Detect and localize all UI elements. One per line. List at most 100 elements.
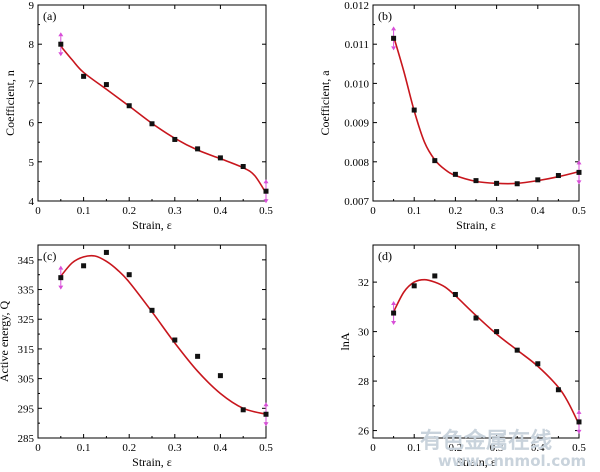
y-tick-label: 345 bbox=[18, 255, 35, 267]
data-point bbox=[576, 419, 582, 425]
data-point bbox=[195, 353, 201, 359]
x-axis-label: Strain, ε bbox=[456, 455, 496, 469]
x-tick-label: 0.2 bbox=[449, 442, 463, 454]
x-tick-label: 0.1 bbox=[407, 442, 421, 454]
data-point bbox=[576, 169, 582, 175]
y-tick-label: 305 bbox=[18, 374, 35, 386]
fit-curve bbox=[60, 254, 267, 416]
data-point bbox=[263, 411, 269, 417]
x-tick-label: 0.3 bbox=[490, 442, 504, 454]
data-point bbox=[126, 103, 132, 109]
data-point bbox=[263, 188, 269, 194]
x-axis-label: Strain, ε bbox=[456, 218, 496, 232]
x-tick-label: 0.4 bbox=[214, 205, 228, 217]
y-axis-label: lnA bbox=[338, 332, 352, 350]
fit-curve bbox=[392, 278, 580, 425]
panel-a: 0 0.1 0.2 0.3 0.4 0.5 4 5 6 7 8 9 Strain, ε Coefficie… bbox=[3, 0, 273, 232]
x-tick-label: 0 bbox=[370, 205, 376, 217]
panel-c: 0 0.1 0.2 0.3 0.4 0.5 285 295 305 315 325 335 345 Str… bbox=[0, 244, 273, 469]
plot-frame bbox=[37, 4, 267, 202]
panel-b: 0 0.1 0.2 0.3 0.4 0.5 0.007 0.008 0.009 0.010 0.01… bbox=[318, 0, 586, 232]
x-tick-label: 0.5 bbox=[572, 442, 586, 454]
plot-frame bbox=[37, 244, 267, 439]
x-tick-label: 0.3 bbox=[168, 205, 182, 217]
data-point bbox=[149, 121, 155, 127]
y-tick-label: 4 bbox=[29, 196, 35, 208]
y-axis-label: Coefficient, n bbox=[3, 70, 17, 136]
y-tick-label: 0.009 bbox=[344, 118, 369, 130]
data-point bbox=[432, 273, 438, 279]
data-point bbox=[58, 41, 64, 47]
x-tick-label: 0.1 bbox=[77, 442, 91, 454]
data-point bbox=[217, 373, 223, 379]
data-point bbox=[473, 315, 479, 321]
y-tick-label: 0.010 bbox=[344, 78, 369, 90]
data-point bbox=[535, 361, 541, 367]
data-point bbox=[411, 283, 417, 289]
x-tick-label: 0.1 bbox=[77, 205, 91, 217]
plot-frame bbox=[372, 4, 580, 202]
panel-label: (a) bbox=[43, 9, 56, 23]
x-tick-label: 0.5 bbox=[572, 205, 586, 217]
data-point bbox=[555, 173, 561, 179]
data-point bbox=[58, 275, 64, 281]
y-tick-label: 8 bbox=[29, 39, 35, 51]
data-point bbox=[126, 272, 132, 278]
y-axis-label: Coefficient, a bbox=[318, 70, 332, 136]
y-tick-label: 9 bbox=[29, 0, 35, 12]
data-point bbox=[555, 387, 561, 393]
plot-frame bbox=[372, 244, 580, 439]
y-axis-label: Active energy, Q bbox=[0, 301, 11, 383]
watermark-url: www.cnnmol.com bbox=[438, 452, 586, 470]
data-point bbox=[391, 35, 397, 41]
data-point bbox=[473, 178, 479, 184]
data-point bbox=[81, 263, 87, 269]
panel-label: (d) bbox=[378, 249, 392, 263]
fit-curve bbox=[392, 36, 580, 185]
fit-curve bbox=[60, 45, 267, 194]
data-point bbox=[432, 158, 438, 164]
x-axis-label: Strain, ε bbox=[132, 455, 172, 469]
y-tick-label: 28 bbox=[358, 376, 370, 388]
data-point bbox=[240, 407, 246, 413]
x-tick-label: 0.1 bbox=[407, 205, 421, 217]
data-point bbox=[514, 347, 520, 353]
y-tick-label: 6 bbox=[29, 118, 35, 130]
data-point bbox=[149, 307, 155, 313]
x-tick-label: 0.5 bbox=[259, 442, 273, 454]
x-tick-label: 0.2 bbox=[449, 205, 463, 217]
x-tick-label: 0 bbox=[370, 442, 376, 454]
x-tick-label: 0.3 bbox=[168, 442, 182, 454]
data-point bbox=[172, 136, 178, 142]
y-tick-label: 335 bbox=[18, 285, 35, 297]
x-tick-label: 0.5 bbox=[259, 205, 273, 217]
data-point bbox=[452, 171, 458, 177]
data-point bbox=[514, 181, 520, 187]
x-tick-label: 0.4 bbox=[531, 442, 545, 454]
data-point bbox=[217, 155, 223, 161]
y-tick-label: 285 bbox=[18, 433, 35, 445]
data-point bbox=[411, 107, 417, 113]
x-axis-label: Strain, ε bbox=[132, 218, 172, 232]
y-tick-label: 5 bbox=[29, 157, 35, 169]
data-point bbox=[391, 310, 397, 316]
data-point bbox=[103, 82, 109, 88]
data-point bbox=[452, 291, 458, 297]
x-tick-label: 0.4 bbox=[531, 205, 545, 217]
x-tick-label: 0 bbox=[35, 205, 41, 217]
y-tick-label: 0.008 bbox=[344, 157, 369, 169]
x-tick-label: 0.2 bbox=[122, 442, 136, 454]
y-tick-label: 0.007 bbox=[344, 196, 369, 208]
x-tick-label: 0.4 bbox=[214, 442, 228, 454]
y-tick-label: 325 bbox=[18, 314, 35, 326]
x-tick-label: 0 bbox=[35, 442, 41, 454]
x-tick-label: 0.3 bbox=[490, 205, 504, 217]
data-point bbox=[81, 73, 87, 79]
y-tick-label: 0.011 bbox=[345, 39, 369, 51]
y-tick-label: 295 bbox=[18, 403, 35, 415]
data-point bbox=[240, 164, 246, 170]
y-tick-label: 315 bbox=[18, 344, 35, 356]
data-point bbox=[494, 180, 500, 186]
y-tick-label: 32 bbox=[358, 277, 369, 289]
